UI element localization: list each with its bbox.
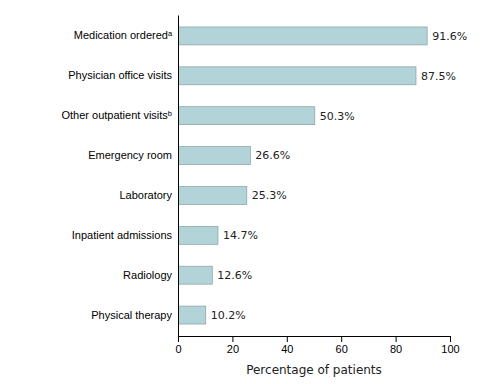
category-label: Radiology: [123, 269, 172, 281]
value-tick: 100: [441, 336, 459, 355]
category-axis-line: [178, 16, 179, 337]
data-label: 91.6%: [432, 30, 467, 43]
category-tick: Emergency room: [88, 149, 172, 161]
bar: [178, 226, 218, 244]
bar: [178, 186, 247, 204]
bar: [178, 306, 206, 324]
value-axis-line: [179, 336, 451, 337]
tick-label: 0: [175, 343, 181, 355]
category-tick: Other outpatient visitsᵇ: [61, 109, 172, 121]
bar: [178, 67, 416, 85]
data-label: 87.5%: [421, 70, 456, 83]
tick-mark: [178, 336, 179, 342]
tick-mark: [341, 336, 342, 342]
data-label: 50.3%: [320, 110, 355, 123]
tick-label: 60: [336, 343, 348, 355]
data-label: 26.6%: [255, 149, 290, 162]
category-axis: Physical therapy Radiology Inpatient admis…: [61, 16, 178, 337]
data-label: 10.2%: [211, 309, 246, 322]
bars: [178, 27, 427, 324]
tick-label: 100: [441, 343, 459, 355]
category-label: Medication orderedᵃ: [74, 29, 173, 41]
axis-title: Percentage of patients: [246, 363, 382, 377]
value-tick: 20: [227, 336, 239, 355]
value-tick: 80: [390, 336, 402, 355]
category-tick: Physical therapy: [91, 309, 172, 321]
tick-mark: [287, 336, 288, 342]
chart: 0 20 40 60 80 100 Physical therapy Radiology Inp…: [0, 0, 500, 384]
bar: [178, 27, 427, 45]
category-tick: Laboratory: [119, 189, 172, 201]
bar: [178, 147, 250, 165]
tick-label: 20: [227, 343, 239, 355]
category-label: Laboratory: [119, 189, 172, 201]
bar: [178, 266, 212, 284]
tick-mark: [450, 336, 451, 342]
category-label: Emergency room: [88, 149, 172, 161]
data-labels: 10.2% 12.6% 14.7% 25.3% 26.6% 50.3% 87.5% 91.6%: [211, 30, 467, 322]
data-label: 25.3%: [252, 189, 287, 202]
category-label: Inpatient admissions: [72, 229, 173, 241]
category-tick: Inpatient admissions: [72, 229, 173, 241]
plot: 0 20 40 60 80 100 Physical therapy Radiology Inp…: [61, 16, 467, 355]
category-tick: Physician office visits: [68, 69, 172, 81]
tick-mark: [396, 336, 397, 342]
category-label: Physician office visits: [68, 69, 172, 81]
tick-label: 40: [281, 343, 293, 355]
category-label: Physical therapy: [91, 309, 172, 321]
tick-label: 80: [390, 343, 402, 355]
bar: [178, 107, 315, 125]
category-tick: Radiology: [123, 269, 172, 281]
value-tick: 60: [336, 336, 348, 355]
value-axis: 0 20 40 60 80 100: [175, 336, 459, 355]
value-tick: 40: [281, 336, 293, 355]
value-tick: 0: [175, 336, 181, 355]
category-tick: Medication orderedᵃ: [74, 29, 173, 41]
data-label: 14.7%: [223, 229, 258, 242]
tick-mark: [232, 336, 233, 342]
category-label: Other outpatient visitsᵇ: [61, 109, 172, 121]
data-label: 12.6%: [217, 269, 252, 282]
